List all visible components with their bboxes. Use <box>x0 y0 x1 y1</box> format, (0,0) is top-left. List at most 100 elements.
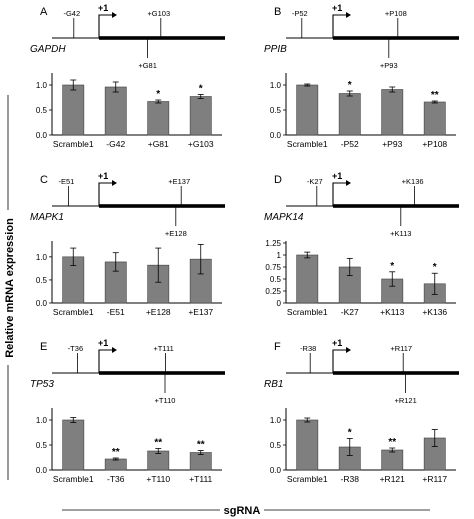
x-tick-label: -E51 <box>107 307 125 317</box>
y-tick-label: 0.5 <box>270 275 282 284</box>
gene-body <box>99 36 225 40</box>
tss-arrowhead <box>346 347 351 353</box>
sgrna-site-label: +E137 <box>168 177 190 186</box>
y-tick-label: 0.25 <box>265 287 281 296</box>
panel-e: E TP53 +1 -T36 +T110 +T111 0.0 0.5 1.0 Scramble1 *… <box>30 338 225 484</box>
y-tick-label: 1.0 <box>36 416 48 425</box>
x-tick-label: +P108 <box>422 139 447 149</box>
bar <box>62 84 85 136</box>
tss-arrowhead <box>346 180 351 186</box>
y-tick-label: 0.0 <box>36 299 48 308</box>
sgrna-site-label: +G103 <box>147 9 170 18</box>
sgrna-site-label: -E51 <box>58 177 74 186</box>
tss-arrowhead <box>112 12 117 18</box>
tss-arrowhead <box>112 347 117 353</box>
x-tick-label: Scramble1 <box>53 307 94 317</box>
sgrna-site-label: +T111 <box>153 344 173 353</box>
x-tick-label: Scramble1 <box>53 139 94 149</box>
x-tick-label: +T111 <box>189 474 212 484</box>
tss-arrowhead <box>112 180 117 186</box>
significance-mark: * <box>199 84 203 95</box>
bar <box>104 458 127 471</box>
y-tick-label: 0.0 <box>270 466 282 475</box>
gene-name: MAPK14 <box>264 212 304 223</box>
x-tick-label: +G103 <box>188 139 214 149</box>
x-tick-label: Scramble1 <box>287 307 328 317</box>
y-tick-label: 1.0 <box>270 81 282 90</box>
gene-name: RB1 <box>264 379 283 390</box>
significance-mark: * <box>390 261 394 272</box>
panel-label: D <box>274 174 282 186</box>
y-tick-label: 0.0 <box>36 131 48 140</box>
gene-name: PPIB <box>264 44 287 55</box>
sgrna-site-label: -T36 <box>68 344 83 353</box>
y-tick-label: 0.5 <box>36 276 48 285</box>
bar <box>296 84 319 136</box>
x-tick-label: +T110 <box>146 474 170 484</box>
x-tick-label: Scramble1 <box>53 474 94 484</box>
panel-label: F <box>274 341 281 353</box>
tss-arrow <box>332 14 348 38</box>
significance-mark: * <box>156 89 160 100</box>
x-tick-label: -G42 <box>106 139 125 149</box>
sgrna-site-label: +P108 <box>385 9 407 18</box>
bar <box>147 101 170 136</box>
sgrna-site-label: -K27 <box>307 177 323 186</box>
y-axis-label: Relative mRNA expression <box>4 218 16 358</box>
x-tick-label: -T36 <box>107 474 125 484</box>
sgrna-site-label: +T110 <box>155 396 176 405</box>
significance-mark: ** <box>197 440 205 451</box>
panel-f: F RB1 +1 -R38 +R121 +R117 0.0 0.5 1.0 Scramble1 * -… <box>264 338 459 484</box>
tss-label: +1 <box>98 338 108 348</box>
x-axis-label-gap <box>220 502 264 516</box>
tss-arrow <box>98 14 114 38</box>
tss-label: +1 <box>332 171 342 181</box>
sgrna-site-label: +E128 <box>165 229 187 238</box>
tss-label: +1 <box>98 3 108 13</box>
tss-arrow <box>98 182 114 206</box>
bar <box>104 86 127 136</box>
panel-a: A GAPDH +1 -G42 +G81 +G103 0.0 0.5 1.0 Scramble1 -… <box>30 3 225 149</box>
tss-arrow <box>332 349 348 373</box>
gene-name: MAPK1 <box>30 212 64 223</box>
sgrna-site-label: +P93 <box>380 61 398 70</box>
y-tick-label: 0 <box>277 299 282 308</box>
x-tick-label: +K113 <box>380 307 404 317</box>
x-tick-label: +E137 <box>188 307 213 317</box>
bar <box>189 452 212 471</box>
y-axis-label-group: Relative mRNA expression <box>4 95 16 480</box>
tss-label: +1 <box>98 171 108 181</box>
tss-label: +1 <box>332 338 342 348</box>
bar <box>296 254 319 304</box>
significance-mark: ** <box>431 90 439 101</box>
gene-name: TP53 <box>30 379 54 390</box>
x-tick-label: Scramble1 <box>287 474 328 484</box>
gene-body <box>333 204 459 208</box>
y-tick-label: 0.0 <box>270 131 282 140</box>
gene-body <box>333 371 459 375</box>
y-tick-label: 0.75 <box>265 263 281 272</box>
bar <box>338 93 361 136</box>
panel-label: A <box>40 6 48 18</box>
tss-arrow <box>332 182 348 206</box>
significance-mark: ** <box>112 447 120 458</box>
y-tick-label: 0.5 <box>270 106 282 115</box>
gene-body <box>99 204 225 208</box>
x-tick-label: +P93 <box>382 139 402 149</box>
significance-mark: * <box>433 262 437 273</box>
y-tick-label: 1 <box>277 251 282 260</box>
gene-body <box>333 36 459 40</box>
gene-body <box>99 371 225 375</box>
significance-mark: ** <box>388 437 396 448</box>
gene-name: GAPDH <box>30 44 66 55</box>
panel-label: B <box>274 6 281 18</box>
panel-label: E <box>40 341 47 353</box>
y-tick-label: 1.25 <box>265 239 281 248</box>
x-tick-label: -P52 <box>341 139 359 149</box>
x-tick-label: -R38 <box>341 474 360 484</box>
x-tick-label: +R117 <box>422 474 447 484</box>
bar <box>381 89 404 136</box>
tss-arrowhead <box>346 12 351 18</box>
x-tick-label: +E128 <box>146 307 171 317</box>
sgrna-site-label: -R38 <box>300 344 316 353</box>
